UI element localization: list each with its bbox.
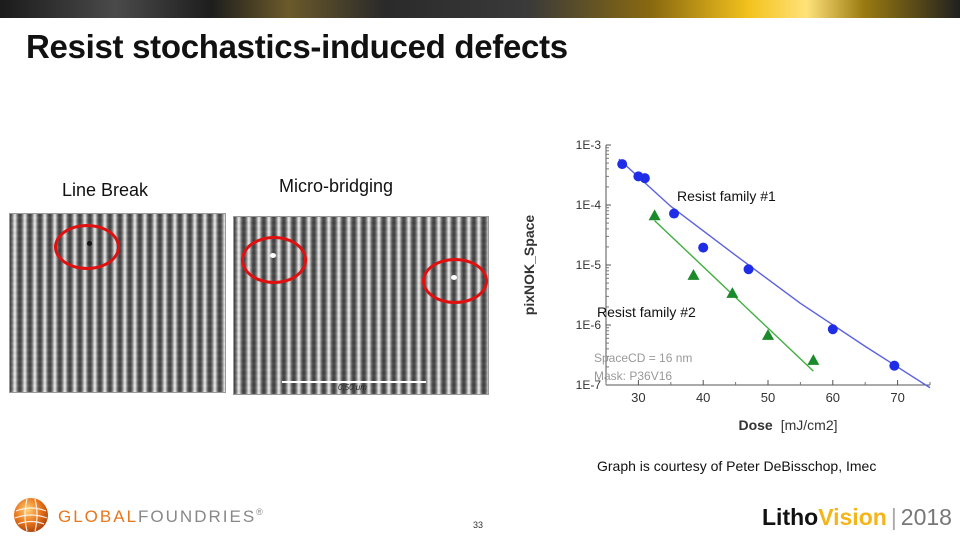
top-banner xyxy=(0,0,960,18)
x-tick-label: 30 xyxy=(631,390,645,405)
micro-bridging-label: Micro-bridging xyxy=(279,176,394,196)
x-tick-label: 40 xyxy=(696,390,710,405)
data-point-resist-family-2 xyxy=(726,287,739,298)
series-label-resist-family-2: Resist family #2 xyxy=(597,304,696,320)
lithovision-logo: LithoVision | 2018 xyxy=(762,504,952,530)
bridging-defect xyxy=(451,275,457,280)
data-point-resist-family-1 xyxy=(827,324,838,335)
sem-image-micro-bridging: 0.50 um xyxy=(233,216,489,395)
y-tick-label: 1E-5 xyxy=(576,258,602,272)
data-point-resist-family-1 xyxy=(639,173,650,184)
x-tick-label: 60 xyxy=(826,390,840,405)
data-point-resist-family-2 xyxy=(762,329,774,340)
y-axis-title: pixNOK_Space xyxy=(521,215,537,316)
data-point-resist-family-1 xyxy=(698,242,709,253)
data-point-resist-family-2 xyxy=(807,354,820,365)
defect-highlight-ring xyxy=(241,236,307,284)
graph-credit: Graph is courtesy of Peter DeBisschop, I… xyxy=(597,458,877,474)
globalfoundries-wordmark: GLOBALFOUNDRIES® xyxy=(58,507,265,526)
data-point-resist-family-1 xyxy=(669,208,680,219)
line-break-label: Line Break xyxy=(62,180,149,200)
scale-bar-label: 0.50 um xyxy=(338,383,367,392)
y-tick-label: 1E-3 xyxy=(576,138,602,152)
x-tick-label: 70 xyxy=(890,390,904,405)
globalfoundries-logo-icon xyxy=(14,498,48,532)
data-point-resist-family-2 xyxy=(687,269,700,280)
dose-defect-chart: 1E-7 1E-6 1E-5 1E-4 1E-3 30 40 50 60 70 Dose [mJ/cm… xyxy=(521,138,931,433)
slide-title: Resist stochastics-induced defects xyxy=(26,28,568,65)
x-axis-title: Dose [mJ/cm2] xyxy=(738,417,837,433)
y-tick-label: 1E-6 xyxy=(576,318,602,332)
y-tick-label: 1E-4 xyxy=(576,198,602,212)
data-point-resist-family-1 xyxy=(617,159,628,170)
data-point-resist-family-1 xyxy=(889,360,900,371)
line-break-defect xyxy=(87,241,92,246)
y-tick-label: 1E-7 xyxy=(576,378,602,392)
page-number: 33 xyxy=(473,520,484,530)
defect-highlight-ring xyxy=(54,224,120,270)
fit-line-resist-family-1 xyxy=(618,158,931,389)
bridging-defect xyxy=(270,253,276,258)
series-label-resist-family-1: Resist family #1 xyxy=(677,188,776,204)
annotation-space-cd: SpaceCD = 16 nm xyxy=(594,351,692,365)
sem-image-line-break xyxy=(9,213,226,393)
defect-highlight-ring xyxy=(422,258,488,304)
x-tick-label: 50 xyxy=(761,390,775,405)
data-point-resist-family-2 xyxy=(648,209,661,221)
annotation-mask: Mask: P36V16 xyxy=(594,369,672,383)
data-point-resist-family-1 xyxy=(743,264,754,275)
scale-bar xyxy=(282,381,426,383)
